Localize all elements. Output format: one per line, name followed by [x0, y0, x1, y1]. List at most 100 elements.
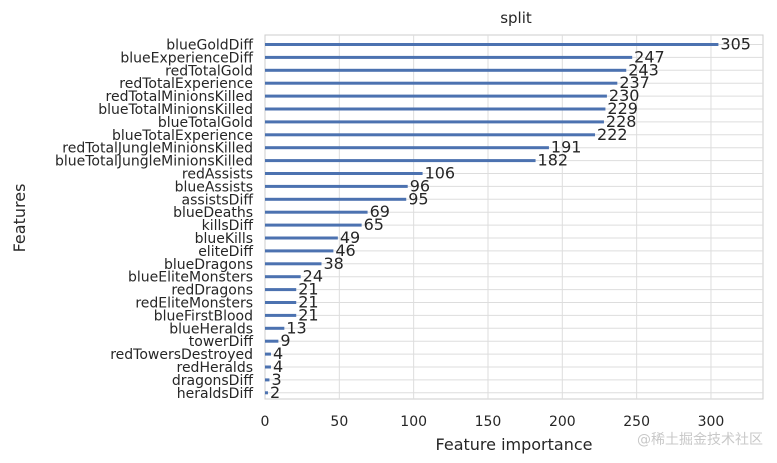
y-tick-label: redTotalExperience	[119, 76, 253, 92]
value-label: 49	[340, 228, 360, 247]
value-label: 182	[538, 151, 569, 170]
value-labels: 3052472432372302292282221911821069695696…	[270, 35, 751, 402]
y-tick-label: dragonsDiff	[172, 373, 254, 389]
bar	[265, 249, 334, 253]
chart-title: split	[500, 9, 532, 27]
y-tick-label: blueExperienceDiff	[120, 50, 253, 66]
bar	[265, 352, 271, 356]
bar	[265, 184, 408, 188]
bar	[265, 313, 297, 317]
y-tick-label: eliteDiff	[198, 244, 253, 260]
value-label: 222	[597, 125, 628, 144]
value-label: 38	[323, 254, 343, 273]
y-tick-label: blueAssists	[175, 179, 253, 195]
y-tick-label: blueKills	[195, 231, 253, 247]
y-tick-label: blueFirstBlood	[154, 308, 253, 324]
value-label: 247	[634, 47, 665, 66]
value-label: 9	[280, 331, 290, 350]
value-label: 21	[298, 280, 318, 299]
bar	[265, 197, 407, 201]
y-tick-label: redEliteMonsters	[135, 296, 253, 312]
bar	[265, 81, 618, 85]
y-tick-label: assistsDiff	[182, 192, 254, 208]
y-tick-label: blueTotalMinionsKilled	[98, 102, 253, 118]
x-tick-label: 0	[261, 414, 270, 430]
bar	[265, 301, 297, 304]
bar	[265, 339, 279, 343]
value-label: 230	[609, 86, 640, 105]
bar	[265, 55, 633, 59]
value-label: 2	[270, 383, 280, 402]
bar	[265, 94, 607, 98]
bar	[265, 172, 423, 175]
y-tick-label: blueEliteMonsters	[128, 270, 253, 286]
x-tick-label: 200	[549, 414, 576, 430]
value-label: 191	[551, 138, 582, 157]
y-tick-label: blueTotalGold	[158, 115, 253, 131]
y-tick-label: blueTotalExperience	[112, 128, 253, 144]
y-axis-tick-labels: blueGoldDiffblueExperienceDiffredTotalGo…	[55, 38, 253, 402]
y-tick-label: redAssists	[182, 167, 253, 183]
value-label: 229	[607, 99, 638, 118]
bar	[265, 262, 322, 266]
value-label: 21	[298, 293, 318, 312]
y-tick-label: blueTotalJungleMinionsKilled	[55, 154, 253, 170]
x-tick-label: 50	[330, 414, 348, 430]
bar	[265, 210, 368, 214]
bar	[265, 159, 536, 163]
y-tick-label: redTotalMinionsKilled	[106, 89, 253, 105]
x-tick-label: 150	[475, 414, 502, 430]
y-axis-label: Features	[10, 184, 29, 253]
y-tick-label: heraldsDiff	[177, 386, 254, 402]
value-label: 4	[273, 344, 283, 363]
y-tick-label: redTotalJungleMinionsKilled	[62, 141, 253, 157]
value-label: 65	[364, 215, 384, 234]
value-label: 4	[273, 357, 283, 376]
y-tick-label: blueGoldDiff	[166, 38, 253, 54]
value-label: 46	[335, 241, 355, 260]
value-label: 21	[298, 305, 318, 324]
bar	[265, 365, 271, 369]
y-tick-label: redHeralds	[177, 360, 254, 376]
bar	[265, 223, 362, 227]
value-label: 96	[410, 176, 430, 195]
value-label: 228	[606, 112, 637, 131]
value-label: 95	[408, 189, 428, 208]
x-axis-label: Feature importance	[436, 435, 593, 454]
value-label: 305	[720, 35, 751, 54]
bar	[265, 288, 297, 292]
bar	[265, 43, 719, 46]
watermark: @稀土掘金技术社区	[637, 432, 763, 448]
x-tick-label: 100	[400, 414, 427, 430]
y-tick-label: towerDiff	[189, 334, 254, 350]
y-tick-label: blueDeaths	[173, 205, 253, 221]
value-label: 69	[370, 202, 390, 221]
bar	[265, 326, 285, 330]
y-tick-label: redTotalGold	[165, 63, 253, 79]
y-tick-label: blueHeralds	[169, 321, 253, 337]
bar	[265, 378, 270, 382]
bar	[265, 146, 549, 150]
y-tick-label: redDragons	[171, 283, 253, 299]
value-label: 237	[619, 73, 650, 92]
bar	[265, 120, 604, 124]
y-tick-label: killsDiff	[202, 218, 254, 234]
bar	[265, 391, 268, 395]
x-axis-ticks: 0 50 100 150 200 250 300	[261, 414, 725, 430]
bar	[265, 107, 606, 111]
value-label: 243	[628, 60, 659, 79]
bar	[265, 236, 338, 240]
value-label: 3	[271, 370, 281, 389]
bar	[265, 68, 627, 72]
y-tick-label: blueDragons	[164, 257, 253, 273]
bar	[265, 275, 301, 279]
value-label: 13	[286, 318, 306, 337]
value-label: 106	[425, 164, 456, 183]
x-tick-label: 300	[698, 414, 725, 430]
value-label: 24	[303, 267, 323, 286]
bar	[265, 133, 596, 137]
x-tick-label: 250	[623, 414, 650, 430]
y-tick-label: redTowersDestroyed	[110, 347, 253, 363]
bars	[265, 43, 719, 395]
